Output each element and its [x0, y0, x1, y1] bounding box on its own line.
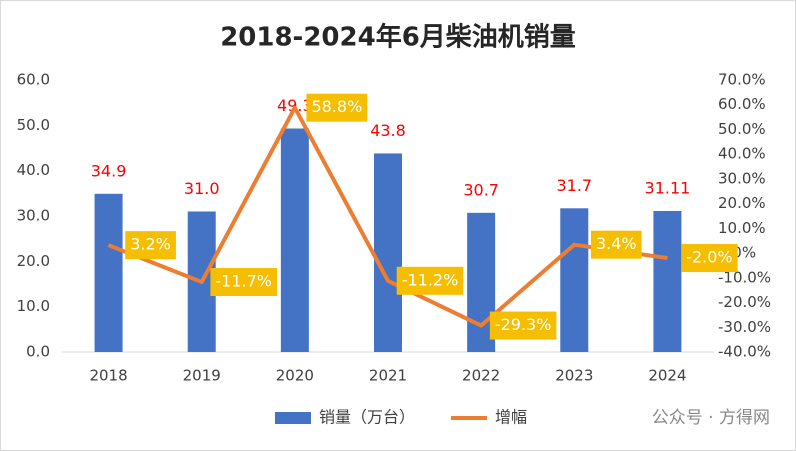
- legend-label: 销量（万台）: [319, 408, 415, 427]
- line: [107, 105, 668, 328]
- bar: [374, 153, 402, 352]
- x-tick-label: 2022: [462, 367, 500, 385]
- data-label-box: -11.7%: [210, 268, 278, 297]
- y2-tick-label: -20.0%: [718, 293, 771, 311]
- y-tick-label: 10.0: [17, 297, 50, 315]
- y2-tick-label: -10.0%: [718, 268, 771, 286]
- x-tick-label: 2024: [648, 367, 686, 385]
- y-tick-label: 40.0: [17, 161, 50, 179]
- label-background: [210, 268, 278, 297]
- data-label: -2.0%: [686, 248, 732, 267]
- y2-tick-label: 10.0%: [718, 219, 766, 237]
- y2-tick-label: 20.0%: [718, 194, 766, 212]
- x-tick-label: 2018: [89, 367, 127, 385]
- data-label: 31.11: [645, 178, 691, 197]
- x-tick-label: 2019: [183, 367, 221, 385]
- data-label: 49.3: [277, 96, 313, 115]
- data-label-box: -11.2%: [396, 266, 464, 295]
- y2-tick-label: 50.0%: [718, 120, 766, 138]
- data-label-box: -2.0%: [681, 244, 738, 273]
- y2-tick-label: 60.0%: [718, 95, 766, 113]
- data-label: 30.7: [463, 180, 499, 199]
- y2-tick-label: 30.0%: [718, 169, 766, 187]
- watermark: 公众号 · 方得网: [652, 408, 770, 428]
- data-label: 58.8%: [311, 97, 362, 116]
- data-label-box: 58.8%: [306, 93, 368, 122]
- legend-label: 增幅: [495, 408, 527, 427]
- y2-tick-label: -30.0%: [718, 318, 771, 336]
- y-tick-label: 0.0: [26, 343, 50, 361]
- bar: [94, 193, 123, 352]
- data-label-box: -29.3%: [489, 311, 557, 340]
- y-tick-label: 50.0: [17, 116, 50, 134]
- label-background: [306, 93, 368, 122]
- x-tick-label: 2023: [555, 367, 593, 385]
- label-background: [489, 311, 557, 340]
- legend-swatch: [275, 412, 311, 424]
- bar: [653, 210, 682, 352]
- y2-tick-label: 40.0%: [718, 145, 766, 163]
- label-background: [396, 266, 464, 295]
- x-tick-label: 2020: [276, 367, 314, 385]
- data-label-box: 3.2%: [125, 231, 176, 260]
- label-background: [681, 244, 738, 273]
- data-label: -11.2%: [402, 270, 459, 289]
- data-label: 3.2%: [130, 235, 171, 254]
- y-tick-label: 60.0: [17, 71, 50, 89]
- data-label-box: 3.4%: [590, 230, 642, 259]
- chart-title: 2018-2024年6月柴油机销量: [220, 22, 576, 53]
- bar: [560, 208, 589, 352]
- y-tick-label: 20.0: [17, 252, 50, 270]
- label-background: [590, 230, 642, 259]
- data-label: -11.7%: [215, 272, 272, 291]
- x-tick-label: 2021: [369, 367, 407, 385]
- data-label: -29.3%: [495, 315, 552, 334]
- data-label: 34.9: [91, 161, 127, 180]
- y2-tick-label: -40.0%: [718, 343, 771, 361]
- y-tick-label: 30.0: [17, 207, 50, 225]
- data-label: 3.4%: [596, 234, 637, 253]
- data-label: 31.7: [556, 176, 592, 195]
- data-label: 43.8: [370, 121, 406, 140]
- bar: [280, 128, 309, 352]
- data-label: 31.0: [184, 179, 220, 198]
- label-background: [125, 231, 176, 260]
- y2-tick-label: 70.0%: [718, 71, 766, 89]
